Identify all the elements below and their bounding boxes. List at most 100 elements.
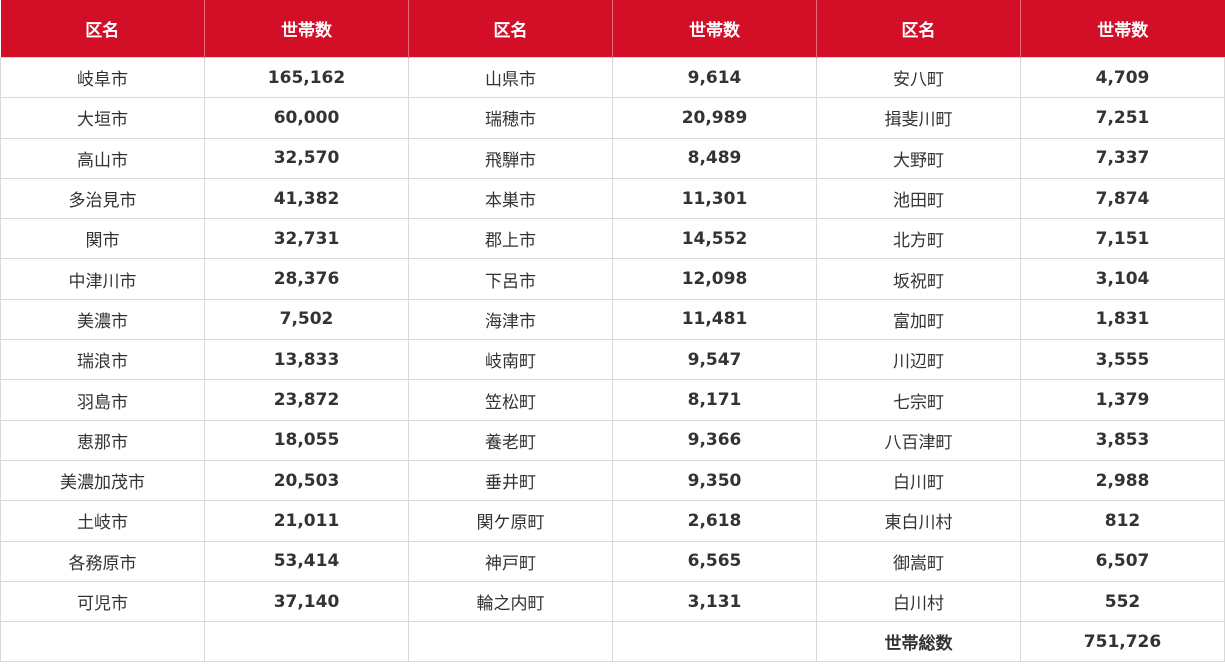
ward-name-cell: 郡上市 [408,218,613,260]
household-count-cell: 28,376 [204,258,409,300]
household-count-cell: 1,379 [1020,379,1225,421]
household-count-cell: 6,507 [1020,540,1225,582]
header-household-count: 世帯数 [1020,0,1225,58]
ward-name-cell: 下呂市 [408,258,613,300]
household-count-cell: 32,731 [204,218,409,260]
empty-cell [408,621,613,663]
table-row: 土岐市 21,011 関ケ原町 2,618 東白川村 812 [0,500,1225,542]
household-count-cell: 7,151 [1020,218,1225,260]
ward-name-cell: 高山市 [0,137,205,179]
header-ward-name: 区名 [816,0,1021,58]
ward-name-cell: 本巣市 [408,177,613,220]
total-value: 751,726 [1020,621,1225,663]
ward-name-cell: 恵那市 [0,419,205,461]
table-row: 恵那市 18,055 養老町 9,366 八百津町 3,853 [0,419,1225,461]
household-count-cell: 8,171 [612,379,817,421]
table-row: 各務原市 53,414 神戸町 6,565 御嵩町 6,507 [0,540,1225,582]
household-count-cell: 7,502 [204,298,409,341]
household-count-cell: 7,874 [1020,177,1225,220]
household-count-cell: 21,011 [204,500,409,542]
table-row: 美濃加茂市 20,503 垂井町 9,350 白川町 2,988 [0,459,1225,502]
ward-name-cell: 白川村 [816,580,1021,623]
ward-name-cell: 岐南町 [408,339,613,381]
household-count-cell: 3,131 [612,580,817,623]
table-row: 瑞浪市 13,833 岐南町 9,547 川辺町 3,555 [0,339,1225,381]
ward-name-cell: 北方町 [816,218,1021,260]
household-count-cell: 60,000 [204,97,409,139]
ward-name-cell: 岐阜市 [0,56,205,99]
household-count-cell: 3,104 [1020,258,1225,300]
household-count-cell: 53,414 [204,540,409,582]
ward-name-cell: 多治見市 [0,177,205,220]
household-count-cell: 7,251 [1020,97,1225,139]
household-count-cell: 20,503 [204,459,409,502]
table-row: 羽島市 23,872 笠松町 8,171 七宗町 1,379 [0,379,1225,421]
ward-name-cell: 安八町 [816,56,1021,99]
household-count-cell: 9,350 [612,459,817,502]
table-row: 大垣市 60,000 瑞穂市 20,989 揖斐川町 7,251 [0,97,1225,139]
ward-name-cell: 大垣市 [0,97,205,139]
household-count-cell: 8,489 [612,137,817,179]
header-row: 区名 世帯数 区名 世帯数 区名 世帯数 [0,0,1225,58]
household-count-cell: 3,853 [1020,419,1225,461]
household-count-cell: 12,098 [612,258,817,300]
ward-name-cell: 川辺町 [816,339,1021,381]
ward-name-cell: 坂祝町 [816,258,1021,300]
household-count-cell: 11,301 [612,177,817,220]
household-count-cell: 3,555 [1020,339,1225,381]
empty-cell [612,621,817,663]
ward-name-cell: 富加町 [816,298,1021,341]
household-count-cell: 18,055 [204,419,409,461]
table-row: 中津川市 28,376 下呂市 12,098 坂祝町 3,104 [0,258,1225,300]
ward-name-cell: 笠松町 [408,379,613,421]
table-row: 関市 32,731 郡上市 14,552 北方町 7,151 [0,218,1225,260]
ward-name-cell: 白川町 [816,459,1021,502]
ward-name-cell: 神戸町 [408,540,613,582]
household-count-cell: 4,709 [1020,56,1225,99]
ward-name-cell: 御嵩町 [816,540,1021,582]
household-count-cell: 37,140 [204,580,409,623]
table-row: 美濃市 7,502 海津市 11,481 富加町 1,831 [0,298,1225,341]
table-row: 岐阜市 165,162 山県市 9,614 安八町 4,709 [0,56,1225,99]
ward-name-cell: 海津市 [408,298,613,341]
ward-name-cell: 瑞浪市 [0,339,205,381]
header-ward-name: 区名 [0,0,205,58]
ward-name-cell: 中津川市 [0,258,205,300]
ward-name-cell: 七宗町 [816,379,1021,421]
ward-name-cell: 垂井町 [408,459,613,502]
household-count-cell: 13,833 [204,339,409,381]
ward-name-cell: 池田町 [816,177,1021,220]
ward-name-cell: 可児市 [0,580,205,623]
household-count-cell: 20,989 [612,97,817,139]
household-count-cell: 32,570 [204,137,409,179]
household-count-cell: 9,366 [612,419,817,461]
ward-name-cell: 飛騨市 [408,137,613,179]
header-household-count: 世帯数 [612,0,817,58]
ward-name-cell: 関ケ原町 [408,500,613,542]
ward-name-cell: 八百津町 [816,419,1021,461]
household-count-cell: 6,565 [612,540,817,582]
header-ward-name: 区名 [408,0,613,58]
household-count-cell: 2,988 [1020,459,1225,502]
ward-name-cell: 大野町 [816,137,1021,179]
table-row: 可児市 37,140 輪之内町 3,131 白川村 552 [0,580,1225,623]
total-row: 世帯総数 751,726 [0,621,1225,663]
household-count-cell: 11,481 [612,298,817,341]
table-body: 岐阜市 165,162 山県市 9,614 安八町 4,709 大垣市 60,000 瑞穂市 20… [0,56,1225,663]
household-count-cell: 2,618 [612,500,817,542]
ward-name-cell: 養老町 [408,419,613,461]
ward-name-cell: 関市 [0,218,205,260]
ward-name-cell: 美濃加茂市 [0,459,205,502]
ward-name-cell: 各務原市 [0,540,205,582]
household-count-cell: 812 [1020,500,1225,542]
empty-cell [0,621,205,663]
household-count-cell: 14,552 [612,218,817,260]
household-count-cell: 7,337 [1020,137,1225,179]
ward-name-cell: 土岐市 [0,500,205,542]
total-label: 世帯総数 [816,621,1021,663]
household-count-cell: 165,162 [204,56,409,99]
household-count-cell: 23,872 [204,379,409,421]
ward-name-cell: 羽島市 [0,379,205,421]
household-count-cell: 9,547 [612,339,817,381]
